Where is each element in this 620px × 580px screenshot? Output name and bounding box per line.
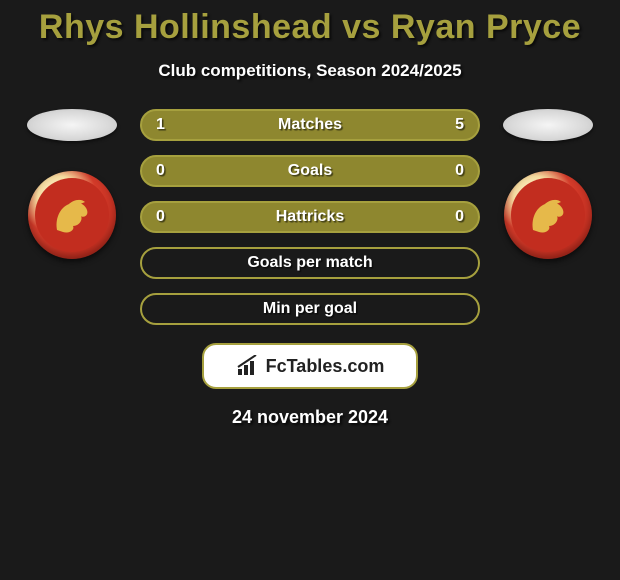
griffin-icon bbox=[523, 190, 573, 240]
stat-label: Matches bbox=[186, 116, 434, 134]
stat-left-value: 0 bbox=[156, 208, 186, 226]
stat-label: Goals bbox=[186, 162, 434, 180]
stat-right-value: 0 bbox=[434, 208, 464, 226]
stat-bar-min-per-goal: Min per goal bbox=[140, 293, 480, 325]
brand-link[interactable]: FcTables.com bbox=[202, 343, 418, 389]
stat-bar-hattricks: 0 Hattricks 0 bbox=[140, 201, 480, 233]
right-player-col bbox=[498, 109, 598, 259]
stat-right-value: 0 bbox=[434, 162, 464, 180]
date-line: 24 november 2024 bbox=[0, 407, 620, 428]
player-silhouette-left bbox=[27, 109, 117, 141]
griffin-icon bbox=[47, 190, 97, 240]
stat-label: Goals per match bbox=[186, 254, 434, 272]
club-badge-left bbox=[28, 171, 116, 259]
stat-bar-matches: 1 Matches 5 bbox=[140, 109, 480, 141]
stat-left-value: 0 bbox=[156, 162, 186, 180]
player-silhouette-right bbox=[503, 109, 593, 141]
stat-bar-goals: 0 Goals 0 bbox=[140, 155, 480, 187]
brand-text: FcTables.com bbox=[266, 356, 385, 377]
main-row: 1 Matches 5 0 Goals 0 0 Hattricks 0 Goal… bbox=[0, 109, 620, 325]
bar-chart-icon bbox=[236, 355, 260, 377]
club-badge-right bbox=[504, 171, 592, 259]
club-badge-inner-left bbox=[35, 178, 109, 252]
club-badge-inner-right bbox=[511, 178, 585, 252]
left-player-col bbox=[22, 109, 122, 259]
stats-column: 1 Matches 5 0 Goals 0 0 Hattricks 0 Goal… bbox=[140, 109, 480, 325]
comparison-card: Rhys Hollinshead vs Ryan Pryce Club comp… bbox=[0, 0, 620, 428]
stat-left-value: 1 bbox=[156, 116, 186, 134]
page-title: Rhys Hollinshead vs Ryan Pryce bbox=[0, 8, 620, 47]
stat-label: Min per goal bbox=[186, 300, 434, 318]
season-subtitle: Club competitions, Season 2024/2025 bbox=[0, 61, 620, 81]
stat-label: Hattricks bbox=[186, 208, 434, 226]
stat-right-value: 5 bbox=[434, 116, 464, 134]
stat-bar-goals-per-match: Goals per match bbox=[140, 247, 480, 279]
